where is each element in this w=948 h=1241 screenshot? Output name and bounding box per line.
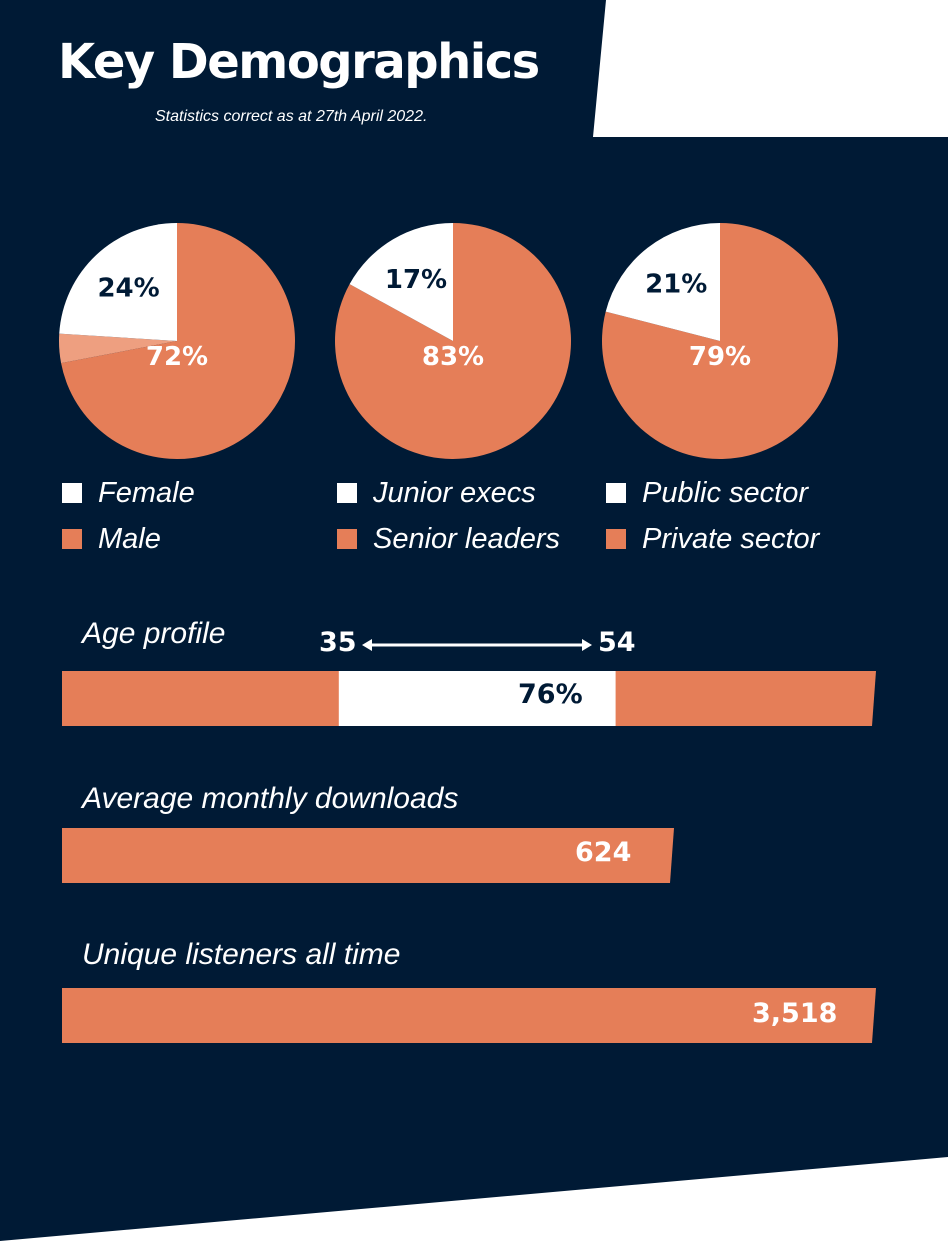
- legend-item: Public sector: [606, 470, 819, 516]
- legend-swatch-white: [606, 483, 626, 503]
- downloads-bar: [62, 828, 674, 883]
- age-range-end: 54: [598, 627, 636, 658]
- legend-swatch-white: [337, 483, 357, 503]
- page-subtitle: Statistics correct as at 27th April 2022…: [155, 108, 428, 125]
- age-profile-bar: [62, 671, 876, 726]
- legend-swatch-white: [62, 483, 82, 503]
- bar-fill: [62, 988, 876, 1043]
- legend-swatch-orange: [337, 529, 357, 549]
- listeners-label: Unique listeners all time: [82, 938, 401, 971]
- legend-label: Female: [98, 476, 195, 509]
- legend-label: Male: [98, 522, 161, 555]
- pie-chart-seniority: 83% 17%: [335, 223, 572, 459]
- listeners-value: 3,518: [752, 998, 838, 1029]
- pie-slice-junior-execs: [349, 223, 453, 341]
- pie-slice-senior-leaders: [335, 223, 572, 459]
- legend-label: Public sector: [642, 476, 809, 509]
- legend-item: Senior leaders: [337, 516, 560, 562]
- legend-item: Junior execs: [337, 470, 560, 516]
- legend-item: Male: [62, 516, 195, 562]
- age-highlight-segment: [338, 671, 616, 726]
- legend-label: Junior execs: [373, 476, 536, 509]
- range-arrow-icon: [362, 639, 592, 651]
- pie-slice-other: [58, 333, 177, 364]
- legend-swatch-orange: [62, 529, 82, 549]
- pie-chart-gender: 72% 24%: [58, 222, 296, 459]
- age-range-start: 35: [319, 627, 357, 658]
- pie-slice-male: [61, 223, 296, 459]
- pie-data-label: 83%: [422, 342, 484, 372]
- legend-item: Female: [62, 470, 195, 516]
- pie-slice-private-sector: [602, 223, 839, 459]
- downloads-label: Average monthly downloads: [82, 782, 459, 815]
- legend-swatch-orange: [606, 529, 626, 549]
- page-title: Key Demographics: [58, 34, 540, 90]
- pie-data-label: 21%: [645, 270, 707, 300]
- legend-sector: Public sector Private sector: [606, 470, 819, 562]
- downloads-value: 624: [575, 837, 632, 868]
- listeners-bar: [62, 988, 876, 1043]
- pie-data-label: 24%: [97, 274, 159, 304]
- legend-label: Private sector: [642, 522, 820, 555]
- bar-fill: [62, 828, 674, 883]
- legend-label: Senior leaders: [373, 522, 560, 555]
- pie-slice-public-sector: [605, 223, 720, 341]
- pie-data-label: 72%: [146, 342, 208, 372]
- legend-seniority: Junior execs Senior leaders: [337, 470, 560, 562]
- pie-chart-sector: 79% 21%: [602, 223, 839, 459]
- legend-item: Private sector: [606, 516, 819, 562]
- age-profile-label: Age profile: [82, 617, 226, 650]
- pie-slice-female: [59, 222, 178, 341]
- pie-data-label: 17%: [385, 265, 447, 295]
- pie-data-label: 79%: [689, 342, 751, 372]
- age-profile-value: 76%: [518, 679, 583, 710]
- legend-gender: Female Male: [62, 470, 195, 562]
